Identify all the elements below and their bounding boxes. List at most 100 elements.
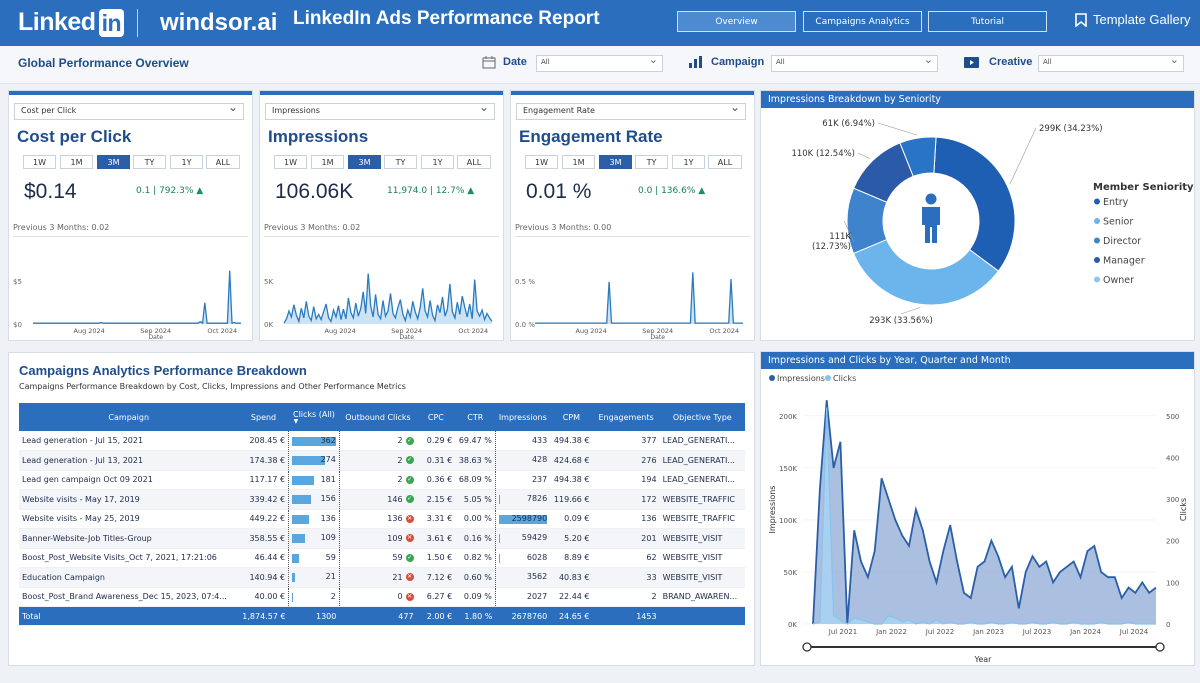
total-engagements: 1453 bbox=[592, 606, 660, 626]
column-header-label: Campaign bbox=[108, 412, 150, 422]
table-row[interactable]: Banner-Website-Job Titles-Group 358.55 € 1… bbox=[19, 528, 745, 549]
table-row[interactable]: Lead gen campaign Oct 09 2021 117.17 € 181… bbox=[19, 470, 745, 490]
cell-cpm: 494.38 € bbox=[550, 431, 593, 451]
range-button-3m[interactable]: 3M bbox=[599, 155, 632, 169]
range-button-1m[interactable]: 1M bbox=[311, 155, 344, 169]
range-slider-end-handle[interactable] bbox=[1155, 642, 1165, 652]
table-row[interactable]: Lead generation - Jul 13, 2021 174.38 € 27… bbox=[19, 450, 745, 471]
impressions-clicks-time-card: Impressions and Clicks by Year, Quarter … bbox=[760, 351, 1195, 666]
clicks-bar-fill bbox=[292, 514, 309, 524]
range-slider-start-handle[interactable] bbox=[802, 642, 812, 652]
sparkline-x-tick: Oct 2024 bbox=[458, 327, 488, 335]
donut-slice-entry[interactable] bbox=[933, 136, 1016, 272]
y-right-tick: 400 bbox=[1166, 454, 1179, 462]
range-button-3m[interactable]: 3M bbox=[348, 155, 381, 169]
legend-item-manager[interactable]: Manager bbox=[1103, 256, 1145, 267]
kpi-metric-select-cpc[interactable]: Cost per Click bbox=[14, 100, 244, 120]
range-button-1m[interactable]: 1M bbox=[60, 155, 93, 169]
cell-clicks: 109 bbox=[288, 528, 340, 549]
sparkline-y-tick: 0.5 % bbox=[515, 278, 535, 286]
column-header-clicks-all[interactable]: Clicks (All) ▼ bbox=[288, 403, 340, 431]
cell-impressions: 7826 bbox=[495, 489, 551, 510]
table-row[interactable]: Lead generation - Jul 15, 2021 208.45 € 36… bbox=[19, 431, 745, 451]
donut-label-director: 111K (12.73%) bbox=[812, 232, 851, 252]
up-triangle-icon: ▲ bbox=[193, 186, 204, 196]
cell-outbound-clicks: 2 ✓ bbox=[339, 470, 417, 490]
range-button-all[interactable]: ALL bbox=[457, 155, 491, 169]
column-header-cpc[interactable]: CPC bbox=[416, 403, 456, 431]
cell-impressions: 2027 bbox=[495, 587, 551, 607]
range-button-1y[interactable]: 1Y bbox=[170, 155, 203, 169]
range-button-1y[interactable]: 1Y bbox=[421, 155, 454, 169]
column-header-outbound-clicks[interactable]: Outbound Clicks bbox=[339, 403, 417, 431]
x-tick: Jan 2024 bbox=[1069, 628, 1101, 636]
table-row[interactable]: Website visits - May 17, 2019 339.42 € 156… bbox=[19, 489, 745, 510]
date-filter-select[interactable]: All bbox=[536, 53, 663, 72]
column-header-spend[interactable]: Spend bbox=[238, 403, 289, 431]
range-button-1w[interactable]: 1W bbox=[274, 155, 307, 169]
creative-filter-select[interactable]: All bbox=[1038, 53, 1184, 72]
legend-item-director[interactable]: Director bbox=[1103, 236, 1141, 247]
column-header-campaign[interactable]: Campaign bbox=[19, 403, 239, 431]
cell-cpc: 0.29 € bbox=[416, 431, 456, 451]
page-subtitle: Global Performance Overview bbox=[18, 56, 189, 70]
legend-item-owner[interactable]: Owner bbox=[1103, 275, 1134, 286]
impressions-bar: 428 bbox=[499, 455, 547, 465]
campaign-filter-select[interactable]: All bbox=[771, 53, 938, 72]
impressions-bar: 2598790 bbox=[498, 514, 548, 524]
range-button-ty[interactable]: TY bbox=[384, 155, 417, 169]
range-button-1y[interactable]: 1Y bbox=[672, 155, 705, 169]
donut-label-owner: 61K (6.94%) bbox=[822, 119, 875, 129]
table-row[interactable]: Boost_Post_Website Visits_Oct 7, 2021, 1… bbox=[19, 548, 745, 568]
kpi-previous-engagement-rate: Previous 3 Months: 0.00 bbox=[515, 223, 612, 232]
range-button-ty[interactable]: TY bbox=[133, 155, 166, 169]
range-button-1m[interactable]: 1M bbox=[562, 155, 595, 169]
legend-item-clicks[interactable]: Clicks bbox=[833, 374, 856, 383]
x-tick: Jan 2022 bbox=[875, 628, 907, 636]
table-row[interactable]: Education Campaign 140.94 €21 21 ✕ 7.12 €0.6… bbox=[19, 567, 745, 588]
table-row[interactable]: Boost_Post_Brand Awareness_Dec 15, 2023,… bbox=[19, 587, 745, 607]
sparkline-line bbox=[535, 272, 743, 324]
column-header-objective-type[interactable]: Objective Type bbox=[659, 403, 745, 431]
legend-marker-manager bbox=[1094, 257, 1100, 263]
range-button-all[interactable]: ALL bbox=[206, 155, 240, 169]
cell-cpm: 424.68 € bbox=[550, 450, 593, 471]
donut-slice-senior[interactable] bbox=[852, 238, 1000, 306]
nav-campaigns-analytics-button[interactable]: Campaigns Analytics bbox=[803, 11, 922, 32]
nav-tutorial-button[interactable]: Tutorial bbox=[928, 11, 1047, 32]
legend-item-senior[interactable]: Senior bbox=[1103, 217, 1133, 228]
range-button-all[interactable]: ALL bbox=[708, 155, 742, 169]
cell-objective: BRAND_AWAREN... bbox=[659, 587, 745, 607]
clicks-bar: 136 bbox=[292, 514, 336, 524]
range-button-1w[interactable]: 1W bbox=[525, 155, 558, 169]
column-header-impressions[interactable]: Impressions bbox=[495, 403, 551, 431]
sparkline-x-tick: Oct 2024 bbox=[709, 327, 739, 335]
kpi-value-impressions: 106.06K bbox=[275, 180, 354, 203]
impressions-bar: 237 bbox=[499, 475, 547, 485]
cell-objective: WEBSITE_VISIT bbox=[659, 528, 745, 549]
column-header-label: Engagements bbox=[598, 412, 654, 422]
legend-item-impressions[interactable]: Impressions bbox=[777, 374, 825, 383]
sparkline-x-tick: Sep 2024 bbox=[140, 327, 171, 335]
clicks-value: 109 bbox=[320, 533, 336, 543]
table-row[interactable]: Website visits - May 25, 2019 449.22 € 136… bbox=[19, 509, 745, 529]
range-button-1w[interactable]: 1W bbox=[23, 155, 56, 169]
cell-campaign: Education Campaign bbox=[19, 567, 239, 588]
template-gallery-link[interactable]: Template Gallery bbox=[1075, 12, 1191, 27]
check-circle-icon: ✓ bbox=[405, 456, 414, 465]
donut-slice-owner[interactable] bbox=[899, 136, 937, 178]
range-button-3m[interactable]: 3M bbox=[97, 155, 130, 169]
cell-cpc: 7.12 € bbox=[416, 567, 456, 588]
x-circle-icon: ✕ bbox=[405, 534, 414, 543]
clicks-bar-fill bbox=[292, 534, 306, 544]
nav-overview-button[interactable]: Overview bbox=[677, 11, 796, 32]
column-header-cpm[interactable]: CPM bbox=[550, 403, 593, 431]
kpi-metric-select-impressions[interactable]: Impressions bbox=[265, 100, 495, 120]
kpi-metric-select-engagement-rate[interactable]: Engagement Rate bbox=[516, 100, 746, 120]
range-button-ty[interactable]: TY bbox=[635, 155, 668, 169]
column-header-ctr[interactable]: CTR bbox=[455, 403, 496, 431]
column-header-engagements[interactable]: Engagements bbox=[592, 403, 660, 431]
legend-item-entry[interactable]: Entry bbox=[1103, 197, 1129, 208]
sparkline-line bbox=[283, 273, 493, 324]
